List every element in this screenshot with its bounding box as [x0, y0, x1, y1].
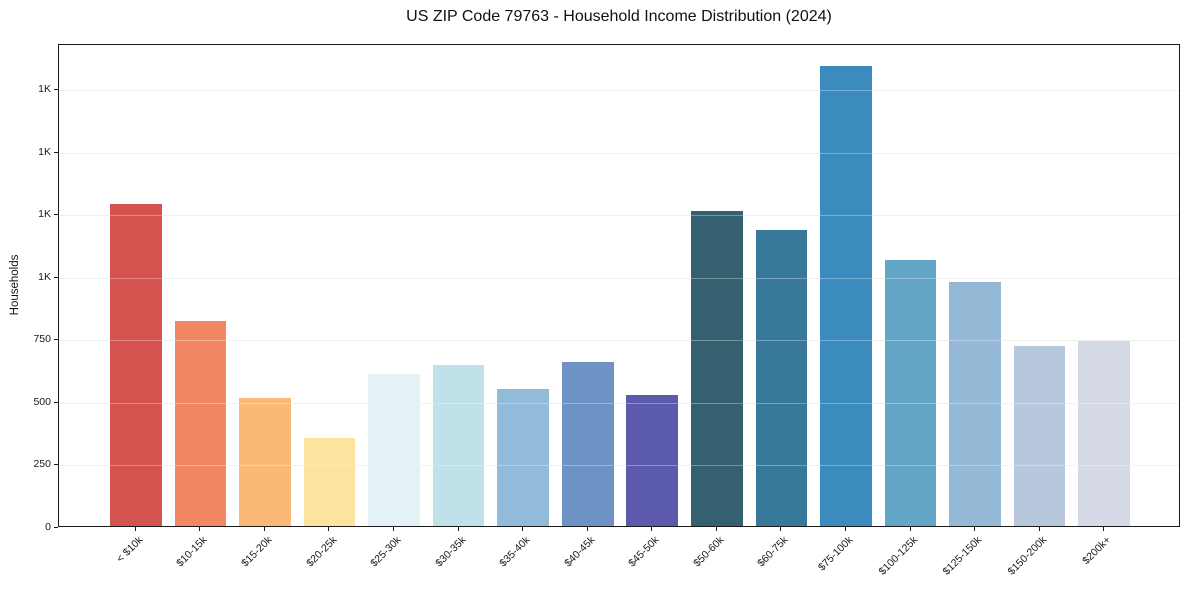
bar-100-125k	[884, 259, 937, 526]
x-tick-label: $200k+	[1080, 534, 1114, 568]
gridline-overlay	[59, 215, 1179, 217]
x-tick-mark	[1038, 527, 1040, 531]
y-tick-label: 250	[33, 458, 51, 471]
gridline-overlay	[59, 90, 1179, 92]
x-tick-label: $10-15k	[174, 534, 210, 570]
y-tick-mark	[54, 401, 58, 403]
y-tick-label: 1K	[38, 83, 51, 96]
x-tick-mark	[974, 527, 976, 531]
x-tick-label: $30-35k	[432, 534, 469, 570]
x-tick-mark	[715, 527, 717, 531]
y-tick-mark	[54, 151, 58, 153]
x-tick-label: $35-40k	[497, 534, 533, 570]
gridline	[59, 277, 1179, 279]
gridline	[59, 402, 1179, 404]
x-tick-label: $20-25k	[303, 534, 339, 570]
bar-200k	[1078, 340, 1130, 526]
x-tick-label: $100-125k	[876, 534, 920, 578]
y-tick-mark	[54, 276, 58, 278]
x-tick-mark	[780, 527, 782, 531]
y-tick-label: 1K	[38, 145, 51, 158]
x-tick-mark	[199, 527, 201, 531]
x-tick-label: $25-30k	[368, 534, 404, 570]
x-tick-mark	[263, 527, 265, 531]
bar-40-45k	[561, 362, 614, 526]
x-tick-mark	[651, 527, 653, 531]
gridline-overlay	[59, 340, 1179, 342]
y-tick-label: 500	[33, 395, 51, 408]
y-tick-mark	[54, 214, 58, 216]
x-tick-mark	[844, 527, 846, 531]
bar-10-15k	[174, 320, 227, 526]
gridline	[59, 152, 1179, 154]
y-axis-label: Households	[9, 254, 21, 316]
x-tick-label: $15-20k	[239, 534, 275, 570]
bar-35-40k	[497, 388, 549, 526]
gridline	[59, 465, 1179, 467]
gridline-overlay	[59, 402, 1179, 404]
bar-10k	[110, 203, 162, 526]
x-tick-mark	[522, 527, 524, 531]
bar-75-100k	[820, 66, 872, 526]
x-tick-mark	[393, 527, 395, 531]
x-tick-label: $75-100k	[815, 534, 856, 574]
y-tick-label: 1K	[38, 208, 51, 221]
gridline	[59, 215, 1179, 217]
y-tick-mark	[54, 339, 58, 341]
gridline-overlay	[59, 465, 1179, 467]
x-tick-mark	[586, 527, 588, 531]
x-tick-label: $125-150k	[940, 534, 985, 578]
bar-15-20k	[239, 398, 291, 526]
bar-60-75k	[755, 229, 808, 526]
y-tick-mark	[54, 464, 58, 466]
bar-25-30k	[368, 373, 420, 526]
x-tick-mark	[1103, 527, 1105, 531]
chart-title: US ZIP Code 79763 - Household Income Dis…	[406, 8, 832, 25]
y-tick-label: 0	[45, 521, 51, 533]
plot-area	[58, 44, 1180, 527]
bar-50-60k	[691, 210, 743, 526]
x-tick-mark	[134, 527, 136, 531]
x-tick-label: $40-45k	[561, 534, 598, 570]
bar-20-25k	[303, 438, 356, 526]
x-tick-label: $45-50k	[626, 534, 662, 570]
bar-150-200k	[1013, 346, 1066, 526]
gridline-overlay	[59, 277, 1179, 279]
y-tick-label: 1K	[38, 270, 51, 283]
y-tick-mark	[54, 89, 58, 91]
x-tick-label: $60-75k	[755, 534, 791, 570]
x-tick-label: $50-60k	[690, 534, 727, 570]
gridline	[59, 90, 1179, 92]
x-tick-mark	[457, 527, 459, 531]
x-tick-mark	[909, 527, 911, 531]
x-tick-label: $150-200k	[1005, 534, 1050, 578]
x-tick-mark	[328, 527, 330, 531]
bar-125-150k	[949, 282, 1001, 526]
gridline-overlay	[59, 152, 1179, 154]
gridline	[59, 340, 1179, 342]
y-tick-mark	[54, 527, 58, 528]
bar-45-50k	[626, 394, 679, 526]
y-tick-label: 750	[33, 333, 51, 346]
x-tick-label: < $10k	[114, 534, 146, 565]
bar-30-35k	[432, 364, 485, 526]
